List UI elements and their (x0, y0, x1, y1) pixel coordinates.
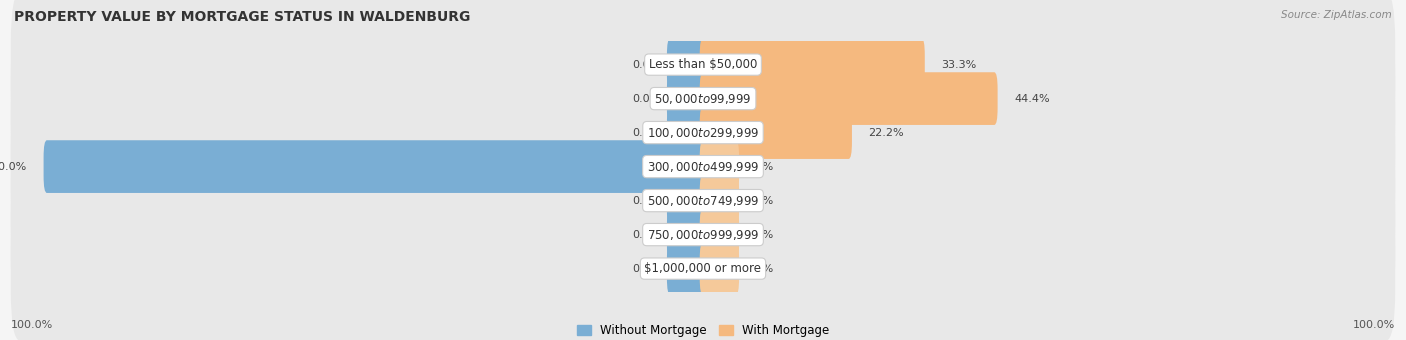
FancyBboxPatch shape (11, 0, 1395, 137)
FancyBboxPatch shape (11, 162, 1395, 307)
FancyBboxPatch shape (11, 60, 1395, 205)
Text: $300,000 to $499,999: $300,000 to $499,999 (647, 159, 759, 174)
Text: $50,000 to $99,999: $50,000 to $99,999 (654, 91, 752, 106)
FancyBboxPatch shape (700, 106, 852, 159)
Text: 0.0%: 0.0% (745, 230, 773, 240)
Text: $100,000 to $299,999: $100,000 to $299,999 (647, 125, 759, 140)
Text: PROPERTY VALUE BY MORTGAGE STATUS IN WALDENBURG: PROPERTY VALUE BY MORTGAGE STATUS IN WAL… (14, 10, 471, 24)
FancyBboxPatch shape (700, 38, 925, 91)
Text: $750,000 to $999,999: $750,000 to $999,999 (647, 227, 759, 242)
Text: Less than $50,000: Less than $50,000 (648, 58, 758, 71)
FancyBboxPatch shape (666, 72, 706, 125)
Text: 33.3%: 33.3% (941, 59, 976, 70)
FancyBboxPatch shape (700, 174, 740, 227)
Text: 0.0%: 0.0% (745, 195, 773, 206)
FancyBboxPatch shape (666, 38, 706, 91)
Text: 44.4%: 44.4% (1014, 94, 1050, 104)
FancyBboxPatch shape (700, 140, 740, 193)
FancyBboxPatch shape (666, 106, 706, 159)
FancyBboxPatch shape (666, 242, 706, 295)
Text: $1,000,000 or more: $1,000,000 or more (644, 262, 762, 275)
FancyBboxPatch shape (666, 174, 706, 227)
Text: 0.0%: 0.0% (745, 162, 773, 172)
Text: 0.0%: 0.0% (633, 195, 661, 206)
FancyBboxPatch shape (11, 196, 1395, 340)
Text: 0.0%: 0.0% (633, 230, 661, 240)
FancyBboxPatch shape (700, 242, 740, 295)
FancyBboxPatch shape (11, 26, 1395, 171)
Legend: Without Mortgage, With Mortgage: Without Mortgage, With Mortgage (572, 319, 834, 340)
Text: 0.0%: 0.0% (633, 94, 661, 104)
Text: 0.0%: 0.0% (633, 128, 661, 138)
Text: 0.0%: 0.0% (633, 264, 661, 274)
FancyBboxPatch shape (11, 128, 1395, 273)
Text: 0.0%: 0.0% (745, 264, 773, 274)
Text: Source: ZipAtlas.com: Source: ZipAtlas.com (1281, 10, 1392, 20)
Text: 100.0%: 100.0% (1353, 320, 1395, 330)
FancyBboxPatch shape (666, 208, 706, 261)
FancyBboxPatch shape (700, 208, 740, 261)
Text: 100.0%: 100.0% (0, 162, 27, 172)
Text: 100.0%: 100.0% (11, 320, 53, 330)
Text: $500,000 to $749,999: $500,000 to $749,999 (647, 193, 759, 208)
FancyBboxPatch shape (700, 72, 998, 125)
FancyBboxPatch shape (11, 94, 1395, 239)
FancyBboxPatch shape (44, 140, 706, 193)
Text: 0.0%: 0.0% (633, 59, 661, 70)
Text: 22.2%: 22.2% (869, 128, 904, 138)
